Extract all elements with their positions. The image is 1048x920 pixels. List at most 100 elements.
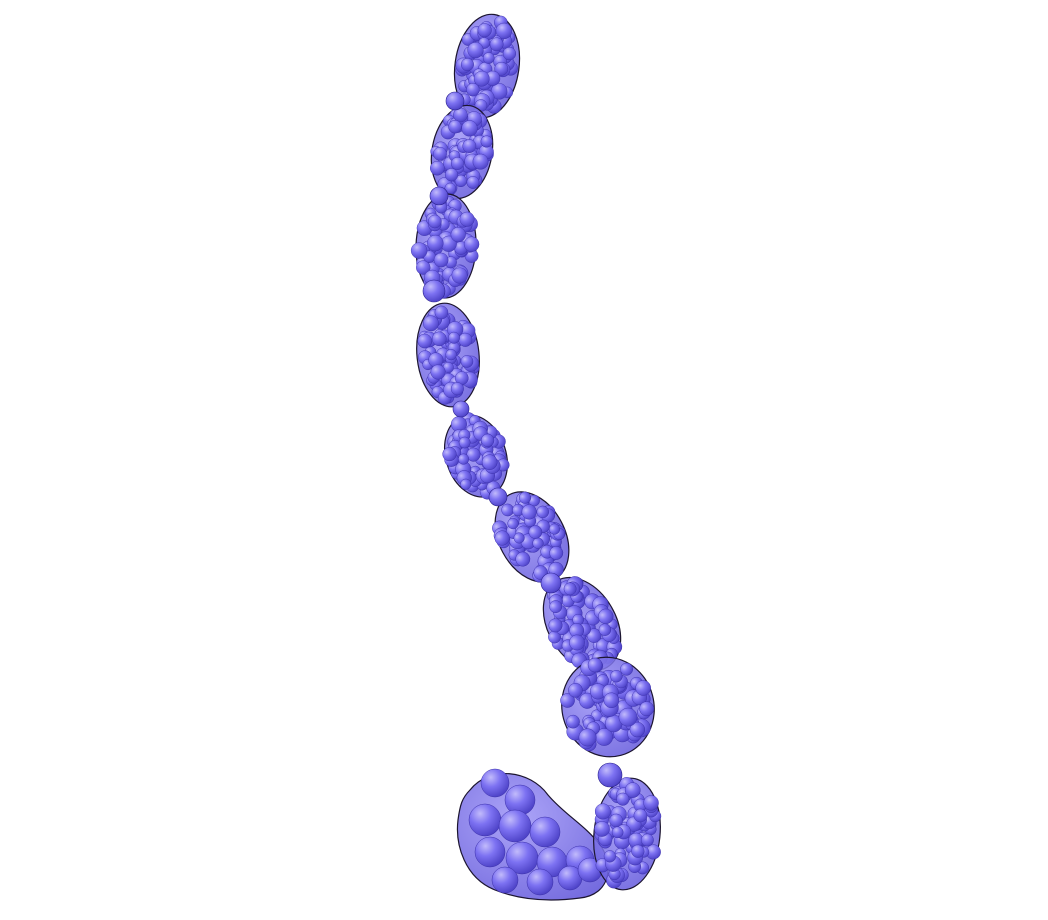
atom-bead xyxy=(451,267,468,284)
atom-bead xyxy=(528,494,540,507)
atom-bead xyxy=(643,795,659,811)
atom-bead xyxy=(473,70,490,87)
atom-bead xyxy=(521,504,537,520)
atom-bead xyxy=(448,119,462,134)
atom-bead xyxy=(454,371,469,385)
chain-segment xyxy=(442,412,510,500)
atom-bead xyxy=(448,331,460,344)
linker-bead xyxy=(445,91,465,111)
atom-bead xyxy=(587,657,603,673)
atom-bead xyxy=(442,446,457,462)
atom-bead xyxy=(467,42,484,59)
atom-bead xyxy=(444,168,459,182)
atom-bead xyxy=(433,252,449,268)
atom-bead xyxy=(631,844,645,858)
atom-bead xyxy=(569,634,585,651)
atom-bead xyxy=(450,382,464,396)
atom-bead xyxy=(460,478,472,490)
atom-bead xyxy=(504,784,536,816)
atom-bead xyxy=(460,58,474,72)
atom-bead xyxy=(458,453,470,465)
atom-bead xyxy=(459,211,475,227)
atom-bead xyxy=(598,608,614,625)
atom-bead xyxy=(422,315,439,332)
atom-bead xyxy=(450,156,464,170)
atom-bead xyxy=(624,782,641,798)
chain-segment xyxy=(416,302,480,408)
atom-bead xyxy=(568,682,583,698)
atom-bead xyxy=(481,433,495,447)
atom-bead xyxy=(480,768,510,798)
chain-segment xyxy=(593,777,662,891)
atom-bead xyxy=(460,355,474,368)
atom-bead xyxy=(495,22,513,40)
atom-bead xyxy=(529,816,561,848)
linker-bead xyxy=(540,572,562,594)
chain-segment xyxy=(492,491,570,584)
atom-bead xyxy=(598,623,612,636)
atom-bead xyxy=(477,23,492,38)
atom-bead xyxy=(427,234,444,252)
atom-bead xyxy=(417,333,433,349)
atom-bead xyxy=(428,214,442,229)
atom-bead xyxy=(431,331,447,347)
atom-bead xyxy=(410,242,428,259)
atom-bead xyxy=(578,728,597,747)
linker-bead xyxy=(452,400,470,418)
atom-bead xyxy=(494,530,510,546)
atom-bead xyxy=(480,135,493,148)
atom-bead xyxy=(603,692,620,709)
atom-bead xyxy=(519,491,532,504)
atom-bead xyxy=(490,83,508,100)
atom-bead xyxy=(450,227,466,243)
atom-bead xyxy=(594,803,611,820)
linker-bead xyxy=(429,186,449,206)
atom-bead xyxy=(566,714,580,729)
atom-bead xyxy=(502,47,517,61)
atom-bead xyxy=(474,836,506,868)
linker-bead xyxy=(488,487,508,507)
atom-bead xyxy=(416,260,431,275)
atom-bead xyxy=(462,139,477,153)
atom-bead xyxy=(611,826,624,839)
atom-bead xyxy=(515,551,531,567)
atom-bead xyxy=(639,701,655,717)
chain-segment xyxy=(453,13,521,119)
atom-bead xyxy=(548,618,563,633)
atom-bead xyxy=(468,803,502,837)
chain-segment xyxy=(410,193,480,299)
atom-bead xyxy=(507,517,519,530)
linker-bead xyxy=(597,762,623,788)
atom-bead xyxy=(620,662,633,676)
atom-bead xyxy=(560,693,575,708)
chain-segment xyxy=(430,104,494,200)
atom-bead xyxy=(513,532,525,544)
atom-bead xyxy=(616,792,630,806)
atom-bead xyxy=(528,525,543,539)
atom-bead xyxy=(461,120,478,137)
atom-bead xyxy=(618,707,638,727)
atom-bead xyxy=(549,523,561,535)
atom-bead xyxy=(472,153,489,170)
atom-bead xyxy=(466,82,480,97)
atom-bead xyxy=(610,669,623,683)
atom-bead xyxy=(498,809,532,843)
linker-bead xyxy=(422,279,446,303)
atom-bead xyxy=(640,833,654,847)
atom-bead xyxy=(594,821,610,837)
atom-bead xyxy=(445,349,457,361)
atom-bead xyxy=(433,146,447,161)
atom-bead xyxy=(481,454,498,470)
atom-bead xyxy=(633,808,648,823)
atom-bead xyxy=(526,868,554,896)
linker-group xyxy=(422,91,623,788)
atom-bead xyxy=(489,37,504,52)
atom-bead xyxy=(430,160,445,176)
atom-bead xyxy=(482,52,495,64)
atom-bead xyxy=(536,505,549,519)
atom-bead xyxy=(463,236,480,252)
atom-bead xyxy=(635,680,651,696)
atom-bead xyxy=(549,600,563,614)
